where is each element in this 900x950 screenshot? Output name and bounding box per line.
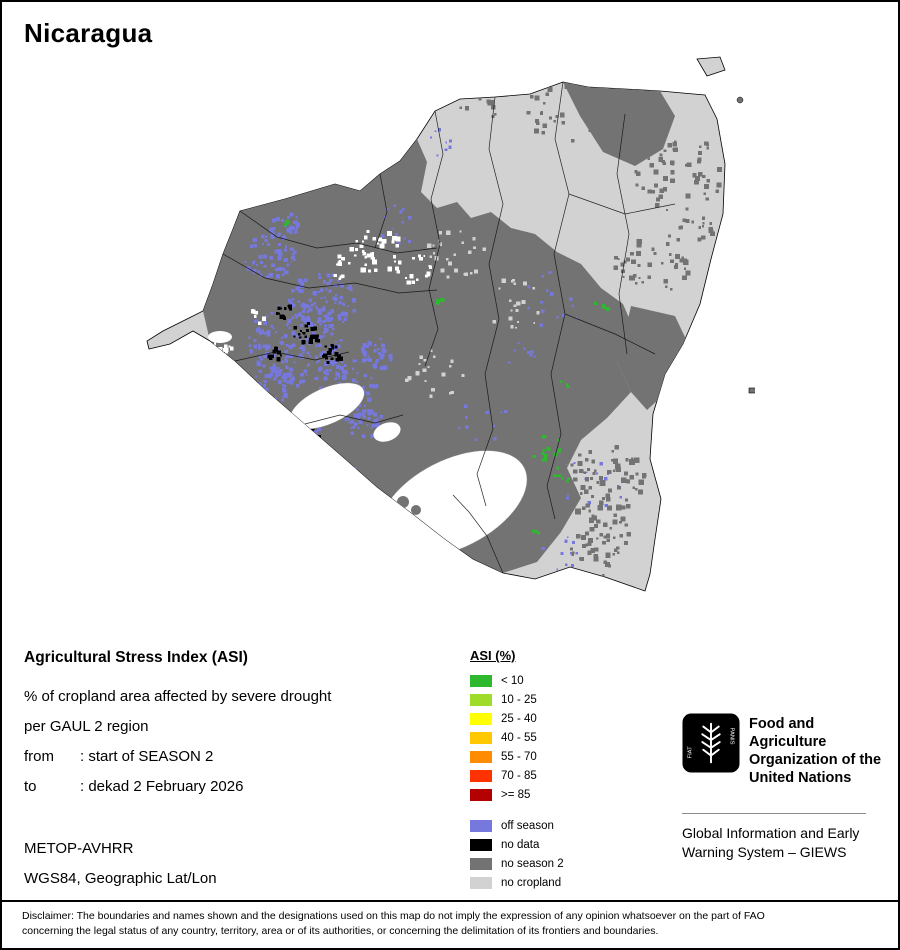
fao-org-line-2: Organization of the: [749, 752, 882, 768]
legend-item: no cropland: [470, 873, 564, 892]
page-title: Nicaragua: [24, 18, 153, 48]
region-no-season2-west: [203, 139, 635, 573]
to-label: to: [24, 778, 37, 795]
nicaragua-map: [146, 56, 757, 592]
wheat-ear-icon: [701, 722, 721, 764]
map-canvas: [135, 54, 757, 649]
branding-divider: [682, 813, 866, 814]
legend-item: 55 - 70: [470, 747, 564, 766]
fao-motto-right: PANIS: [728, 728, 734, 745]
map-metadata: METOP-AVHRR WGS84, Geographic Lat/Lon: [24, 834, 217, 894]
asi-subtitle-2: per GAUL 2 region: [24, 718, 149, 735]
small-island: [736, 96, 744, 104]
legend-title: ASI (%): [470, 648, 516, 663]
to-value: : dekad 2 February 2026: [80, 778, 244, 795]
legend-label: < 10: [501, 674, 524, 687]
legend-extra-classes: off season no data no season 2 no cropland: [470, 816, 564, 892]
legend-label: no data: [501, 838, 540, 851]
asi-legend: ASI (%) < 10 10 - 25 25 - 40 40 - 55 55 - 70…: [470, 648, 564, 892]
legend-label: 25 - 40: [501, 712, 537, 725]
legend-label: 10 - 25: [501, 693, 537, 706]
legend-swatch: [470, 769, 492, 782]
legend-swatch: [470, 712, 492, 725]
cay-northeast: [696, 56, 726, 77]
legend-item: no season 2: [470, 854, 564, 873]
disclaimer: Disclaimer: The boundaries and names sho…: [2, 900, 898, 948]
legend-swatch: [470, 731, 492, 744]
legend-swatch: [470, 876, 492, 889]
coastal-white-patch: [373, 422, 401, 442]
legend-label: off season: [501, 819, 554, 832]
asi-heading: Agricultural Stress Index (ASI): [24, 649, 248, 666]
legend-swatch: [470, 788, 492, 801]
legend-item: >= 85: [470, 785, 564, 804]
legend-swatch: [470, 819, 492, 832]
legend-swatch: [470, 750, 492, 763]
fao-motto-left: FIAT: [688, 746, 694, 759]
legend-item: 70 - 85: [470, 766, 564, 785]
legend-swatch: [470, 838, 492, 851]
estuary-white-patch: [208, 331, 232, 343]
legend-item: 10 - 25: [470, 690, 564, 709]
legend-swatch: [470, 693, 492, 706]
legend-item: no data: [470, 835, 564, 854]
giews-name: Global Information and Early Warning Sys…: [682, 824, 882, 862]
ometepe-island-2: [411, 505, 421, 515]
legend-label: 70 - 85: [501, 769, 537, 782]
legend-label: 55 - 70: [501, 750, 537, 763]
legend-item: < 10: [470, 671, 564, 690]
legend-label: no season 2: [501, 857, 564, 870]
giews-line-2: Warning System – GIEWS: [682, 844, 847, 860]
admin-boundaries: [222, 82, 676, 574]
from-label: from: [24, 748, 54, 765]
legend-item: off season: [470, 816, 564, 835]
fao-branding: FIAT PANIS Food and Agriculture Organiza…: [682, 712, 882, 862]
legend-swatch: [470, 674, 492, 687]
legend-label: >= 85: [501, 788, 531, 801]
legend-swatch: [470, 857, 492, 870]
period-to-row: to : dekad 2 February 2026: [24, 772, 331, 802]
asi-subtitle-1: % of cropland area affected by severe dr…: [24, 688, 332, 705]
region-no-season2-northeast: [563, 82, 675, 166]
legend-asi-classes: < 10 10 - 25 25 - 40 40 - 55 55 - 70 70 - 85 >…: [470, 671, 564, 804]
ometepe-island: [397, 496, 409, 508]
legend-label: 40 - 55: [501, 731, 537, 744]
legend-item: 25 - 40: [470, 709, 564, 728]
legend-item: 40 - 55: [470, 728, 564, 747]
fao-logo: FIAT PANIS: [682, 713, 740, 773]
projection-label: WGS84, Geographic Lat/Lon: [24, 870, 217, 887]
disclaimer-line-1: Disclaimer: The boundaries and names sho…: [22, 910, 765, 922]
giews-line-1: Global Information and Early: [682, 825, 860, 841]
period-from-row: from : start of SEASON 2: [24, 742, 331, 772]
fao-org-line-1: Food and Agriculture: [749, 716, 827, 750]
from-value: : start of SEASON 2: [80, 748, 214, 765]
fao-org-line-3: United Nations: [749, 770, 852, 786]
legend-label: no cropland: [501, 876, 562, 889]
corn-island: [748, 387, 757, 394]
map-description: Agricultural Stress Index (ASI) % of cro…: [24, 648, 331, 802]
fao-org-name: Food and Agriculture Organization of the…: [749, 712, 882, 787]
disclaimer-line-2: concerning the legal status of any count…: [22, 925, 659, 937]
sensor-label: METOP-AVHRR: [24, 840, 134, 857]
